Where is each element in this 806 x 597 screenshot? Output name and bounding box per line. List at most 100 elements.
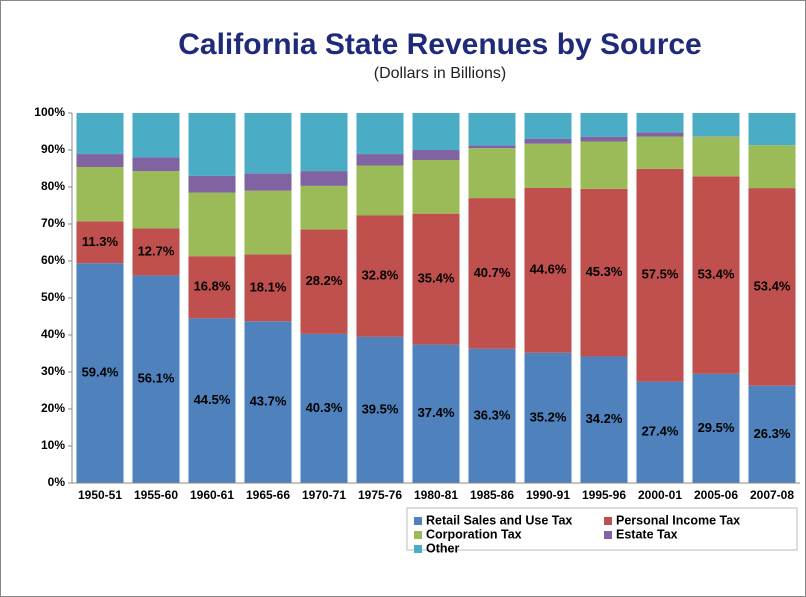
data-label: 53.4% (698, 266, 735, 281)
y-tick-label: 10% (41, 438, 65, 452)
bar-segment (524, 138, 572, 144)
x-tick-label: 1990-91 (526, 488, 570, 502)
x-tick-label: 2005-06 (694, 488, 738, 502)
bar-segment (468, 348, 516, 483)
bar-segment (76, 154, 124, 168)
legend-swatch (414, 531, 422, 539)
chart-subtitle: (Dollars in Billions) (374, 65, 506, 82)
bar-segment (636, 132, 684, 137)
data-label: 16.8% (194, 279, 231, 294)
bar-segment (76, 167, 124, 222)
y-tick-label: 100% (34, 105, 65, 119)
y-tick-label: 90% (41, 142, 65, 156)
bar-segment (356, 113, 404, 155)
bar-segment (188, 318, 236, 483)
bar-segment (468, 198, 516, 349)
x-tick-label: 2007-08 (750, 488, 794, 502)
bar-segment (636, 168, 684, 382)
bar-segment (692, 176, 740, 374)
bar-segment (748, 385, 796, 483)
bar-segment (524, 143, 572, 188)
x-tick-label: 1965-66 (246, 488, 290, 502)
bar-segment (748, 145, 796, 189)
bar-segment (524, 113, 572, 139)
data-label: 26.3% (754, 426, 791, 441)
bar-segment (580, 113, 628, 137)
bar-segment (244, 173, 292, 191)
data-label: 43.7% (250, 394, 287, 409)
bar-segment (356, 165, 404, 216)
bar-segment (356, 336, 404, 483)
bar-segment (76, 113, 124, 155)
legend-label: Retail Sales and Use Tax (426, 513, 572, 527)
bar-segment (76, 221, 124, 264)
bar-segment (188, 256, 236, 319)
bar-segment (524, 352, 572, 483)
bar-segment (636, 113, 684, 133)
bar-segment (356, 215, 404, 337)
data-label: 40.7% (474, 265, 511, 280)
bar-segment (244, 254, 292, 322)
bar-segment (580, 188, 628, 357)
chart-title: California State Revenues by Source (178, 28, 702, 61)
bar-segment (300, 171, 348, 186)
bar-segment (580, 136, 628, 142)
bar-segment (132, 228, 180, 276)
bar-segment (468, 148, 516, 199)
bar-segment (748, 188, 796, 386)
legend-swatch (604, 517, 612, 525)
data-label: 44.6% (530, 262, 567, 277)
y-tick-label: 80% (41, 179, 65, 193)
bar-segment (188, 175, 236, 193)
bar-segment (244, 113, 292, 174)
bar-segment (132, 113, 180, 158)
bar-segment (188, 113, 236, 176)
x-tick-label: 1995-96 (582, 488, 626, 502)
x-tick-label: 1980-81 (414, 488, 458, 502)
bar-segment (524, 187, 572, 353)
legend-label: Other (426, 541, 459, 555)
y-tick-label: 30% (41, 364, 65, 378)
bar-segment (412, 113, 460, 150)
bar-segment (76, 263, 124, 483)
bar-segment (692, 113, 740, 137)
bar-segment (300, 333, 348, 483)
data-label: 59.4% (82, 365, 119, 380)
data-label: 18.1% (250, 279, 287, 294)
bar-segment (412, 159, 460, 214)
data-label: 28.2% (306, 273, 343, 288)
data-label: 37.4% (418, 405, 455, 420)
legend-swatch (414, 545, 422, 553)
bar-segment (692, 373, 740, 483)
data-label: 32.8% (362, 268, 399, 283)
bar-segment (300, 229, 348, 334)
bar-segment (132, 157, 180, 172)
bar-segment (692, 136, 740, 177)
bar-segment (300, 185, 348, 230)
y-tick-label: 70% (41, 216, 65, 230)
bar-segment (412, 213, 460, 345)
data-label: 53.4% (754, 278, 791, 293)
bar-segment (412, 344, 460, 483)
x-tick-label: 1985-86 (470, 488, 514, 502)
y-tick-label: 40% (41, 327, 65, 341)
data-label: 29.5% (698, 420, 735, 435)
x-tick-label: 1955-60 (134, 488, 178, 502)
x-tick-label: 2000-01 (638, 488, 682, 502)
legend-swatch (414, 517, 422, 525)
bar-segment (748, 113, 796, 146)
legend-swatch (604, 531, 612, 539)
data-label: 34.2% (586, 411, 623, 426)
legend-label: Corporation Tax (426, 527, 522, 541)
bar-segment (188, 192, 236, 257)
data-label: 45.3% (586, 264, 623, 279)
legend-box (406, 507, 798, 551)
y-tick-label: 50% (41, 290, 65, 304)
bar-segment (244, 321, 292, 483)
data-label: 56.1% (138, 371, 175, 386)
x-tick-label: 1960-61 (190, 488, 234, 502)
x-tick-label: 1950-51 (78, 488, 122, 502)
data-label: 27.4% (642, 424, 679, 439)
bar-segment (636, 381, 684, 483)
bar-segment (468, 113, 516, 146)
